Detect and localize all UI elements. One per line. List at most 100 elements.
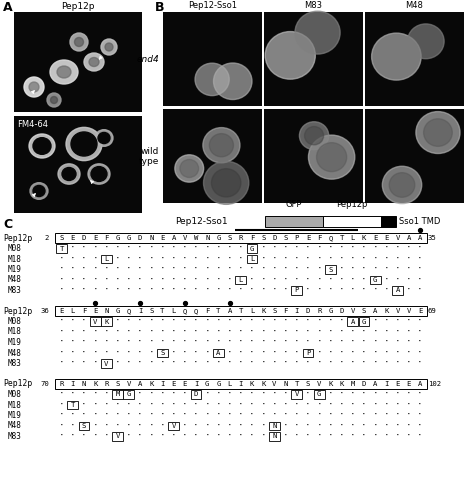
Text: ·: · — [227, 255, 232, 264]
Text: ·: · — [249, 411, 255, 420]
Text: E: E — [93, 235, 97, 241]
Ellipse shape — [91, 167, 107, 181]
Text: ·: · — [272, 390, 277, 399]
Text: R: R — [59, 381, 64, 387]
Text: S: S — [115, 381, 120, 387]
Text: ·: · — [193, 411, 199, 420]
Text: ·: · — [182, 255, 188, 264]
Text: ·: · — [227, 432, 232, 441]
Text: ·: · — [406, 338, 411, 347]
Text: ·: · — [115, 328, 120, 337]
Ellipse shape — [29, 82, 39, 92]
Text: K: K — [149, 381, 154, 387]
Text: ·: · — [81, 255, 87, 264]
Text: ·: · — [92, 432, 98, 441]
Ellipse shape — [416, 112, 460, 153]
Text: ·: · — [361, 338, 367, 347]
Bar — [325, 265, 336, 274]
Text: ·: · — [227, 338, 232, 347]
Text: D: D — [82, 235, 86, 241]
Text: M48: M48 — [8, 349, 22, 358]
Text: G: G — [115, 308, 120, 314]
Text: ·: · — [373, 411, 378, 420]
Text: ·: · — [92, 400, 98, 409]
Text: ·: · — [227, 276, 232, 285]
Text: ·: · — [92, 328, 98, 337]
Text: ·: · — [361, 432, 367, 441]
Text: ·: · — [361, 244, 367, 253]
Text: ·: · — [104, 328, 109, 337]
Text: ·: · — [395, 255, 401, 264]
Text: V: V — [104, 361, 109, 367]
Text: I: I — [238, 381, 243, 387]
Text: ·: · — [160, 317, 165, 326]
Bar — [90, 317, 100, 326]
Text: ·: · — [283, 276, 288, 285]
Text: ·: · — [115, 421, 120, 430]
Ellipse shape — [50, 60, 78, 84]
Text: ·: · — [383, 244, 389, 253]
Text: C: C — [3, 218, 12, 231]
Text: ·: · — [249, 359, 255, 368]
Text: wild: wild — [141, 146, 159, 155]
Ellipse shape — [30, 183, 48, 199]
Text: ·: · — [249, 390, 255, 399]
Text: ·: · — [373, 432, 378, 441]
Text: ·: · — [92, 338, 98, 347]
Text: ·: · — [328, 338, 333, 347]
Text: ·: · — [137, 286, 143, 295]
Text: ·: · — [339, 359, 345, 368]
Text: ·: · — [126, 338, 132, 347]
Text: ·: · — [148, 390, 154, 399]
Ellipse shape — [195, 63, 229, 96]
Text: ·: · — [383, 276, 389, 285]
Text: S: S — [283, 235, 288, 241]
Text: ·: · — [361, 390, 367, 399]
Bar — [381, 215, 396, 226]
Text: I: I — [160, 381, 164, 387]
Text: M08: M08 — [8, 244, 22, 253]
Text: ·: · — [160, 328, 165, 337]
Bar — [56, 244, 67, 253]
Text: ·: · — [316, 432, 322, 441]
Text: ·: · — [305, 359, 311, 368]
Text: ·: · — [137, 390, 143, 399]
Text: ·: · — [238, 255, 244, 264]
Text: A: A — [373, 308, 377, 314]
Text: ·: · — [137, 411, 143, 420]
Text: ·: · — [126, 244, 132, 253]
Text: K: K — [362, 235, 366, 241]
Text: L: L — [250, 308, 254, 314]
Text: ·: · — [81, 359, 87, 368]
Text: ·: · — [193, 244, 199, 253]
Text: ·: · — [148, 359, 154, 368]
Ellipse shape — [29, 134, 55, 158]
Text: ·: · — [171, 255, 176, 264]
Text: ·: · — [137, 244, 143, 253]
Text: ·: · — [193, 359, 199, 368]
Text: ·: · — [328, 359, 333, 368]
Text: G: G — [328, 308, 333, 314]
Text: I: I — [194, 381, 198, 387]
Text: ·: · — [204, 276, 210, 285]
Text: ·: · — [148, 286, 154, 295]
Text: A: A — [138, 381, 142, 387]
Text: ·: · — [260, 349, 266, 358]
Text: ·: · — [328, 328, 333, 337]
Ellipse shape — [98, 132, 110, 144]
Text: ·: · — [126, 265, 132, 274]
Text: ·: · — [137, 432, 143, 441]
Text: ·: · — [260, 317, 266, 326]
Text: ·: · — [160, 286, 165, 295]
Text: 36: 36 — [40, 308, 49, 314]
Text: ·: · — [182, 265, 188, 274]
Text: ·: · — [227, 317, 232, 326]
Ellipse shape — [51, 97, 57, 104]
Bar — [112, 390, 123, 399]
Text: R: R — [238, 235, 243, 241]
Text: ·: · — [406, 244, 411, 253]
Text: ·: · — [328, 411, 333, 420]
Text: ·: · — [70, 265, 76, 274]
Text: ·: · — [249, 400, 255, 409]
Bar — [314, 390, 325, 399]
